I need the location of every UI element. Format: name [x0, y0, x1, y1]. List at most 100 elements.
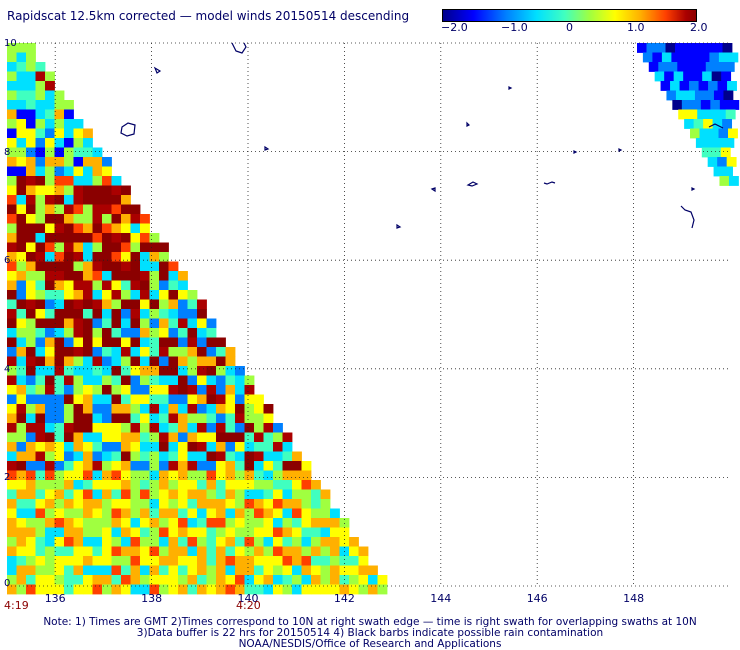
swath-cell	[64, 252, 74, 262]
swath-cell	[73, 356, 84, 367]
swath-cell	[35, 423, 46, 433]
swath-cell	[178, 299, 188, 310]
swath-cell	[244, 423, 255, 433]
swath-cell	[73, 537, 84, 547]
swath-cell	[16, 81, 27, 91]
swath-cell	[187, 385, 198, 395]
swath-cell	[92, 252, 103, 262]
swath-cell	[64, 280, 74, 291]
swath-cell	[159, 280, 169, 291]
swath-cell	[140, 271, 150, 281]
swath-cell	[16, 423, 27, 433]
swath-cell	[64, 556, 74, 566]
swath-cell	[187, 299, 198, 310]
swath-cell	[64, 318, 74, 329]
swath-cell	[694, 90, 705, 101]
swath-cell	[45, 394, 55, 405]
swath-cell	[206, 480, 217, 490]
swath-cell	[292, 508, 302, 519]
swath-cell	[178, 385, 188, 395]
swath-cell	[7, 461, 17, 471]
swath-cell	[140, 337, 150, 348]
swath-cell	[111, 252, 122, 262]
swath-cell	[159, 252, 169, 262]
swath-cell	[83, 537, 93, 547]
swath-cell	[273, 451, 283, 462]
swath-cell	[216, 347, 226, 357]
swath-cell	[149, 356, 160, 367]
swath-cell	[26, 176, 36, 186]
swath-cell	[121, 413, 131, 424]
swath-cell	[149, 480, 160, 490]
swath-cell	[263, 584, 274, 595]
swath-cell	[92, 309, 103, 319]
swath-cell	[330, 546, 340, 557]
swath-cell	[330, 527, 340, 538]
swath-cell	[35, 195, 46, 205]
swath-cell	[225, 451, 236, 462]
swath-cell	[92, 356, 103, 367]
swath-cell	[7, 166, 17, 177]
swath-cell	[197, 394, 207, 405]
swath-cell	[235, 423, 245, 433]
island-outline	[264, 145, 270, 151]
swath-cell	[216, 385, 226, 395]
swath-cell	[35, 299, 46, 310]
swath-cell	[83, 366, 93, 376]
swath-cell	[159, 413, 169, 424]
swath-cell	[121, 204, 131, 215]
swath-cell	[301, 556, 312, 566]
swath-cell	[35, 223, 46, 234]
swath-cell	[301, 489, 312, 500]
swath-cell	[320, 537, 331, 547]
swath-cell	[54, 318, 65, 329]
swath-cell	[149, 584, 160, 595]
swath-cell	[216, 556, 226, 566]
swath-cell	[26, 584, 36, 595]
swath-cell	[723, 166, 733, 177]
swath-cell	[64, 157, 74, 167]
swath-cell	[45, 451, 55, 462]
swath-cell	[64, 584, 74, 595]
note-line-1: Note: 1) Times are GMT 2)Times correspon…	[43, 616, 697, 628]
swath-cell	[140, 423, 150, 433]
swath-cell	[26, 71, 36, 82]
swath-cell	[16, 432, 27, 443]
swath-cell	[102, 546, 112, 557]
swath-cell	[92, 461, 103, 471]
swath-cell	[45, 480, 55, 490]
swath-cell	[168, 271, 179, 281]
swath-cell	[54, 233, 65, 243]
swath-cell	[54, 261, 65, 272]
swath-cell	[168, 537, 179, 547]
swath-cell	[168, 489, 179, 500]
swath-cell	[206, 546, 217, 557]
swath-cell	[54, 109, 65, 120]
swath-cell	[16, 518, 27, 528]
swath-cell	[225, 556, 236, 566]
swath-cell	[73, 318, 84, 329]
swath-cell	[282, 518, 293, 528]
swath-cell	[140, 461, 150, 471]
swath-cell	[7, 109, 17, 120]
swath-cell	[45, 347, 55, 357]
swath-cell	[73, 375, 84, 386]
swath-cell	[83, 166, 93, 177]
swath-cell	[130, 432, 141, 443]
swath-cell	[273, 499, 283, 509]
swath-cell	[140, 252, 150, 262]
swath-cell	[187, 499, 198, 509]
swath-cell	[16, 242, 27, 253]
swath-cell	[45, 81, 55, 91]
swath-cell	[168, 290, 179, 300]
swath-cell	[235, 375, 245, 386]
swath-cell	[83, 404, 93, 414]
swath-cell	[282, 432, 293, 443]
swath-cell	[703, 119, 714, 129]
swath-cell	[7, 223, 17, 234]
swath-cell	[73, 290, 84, 300]
swath-cell	[92, 299, 103, 310]
swath-cell	[16, 451, 27, 462]
swath-cell	[244, 489, 255, 500]
swath-cell	[35, 271, 46, 281]
